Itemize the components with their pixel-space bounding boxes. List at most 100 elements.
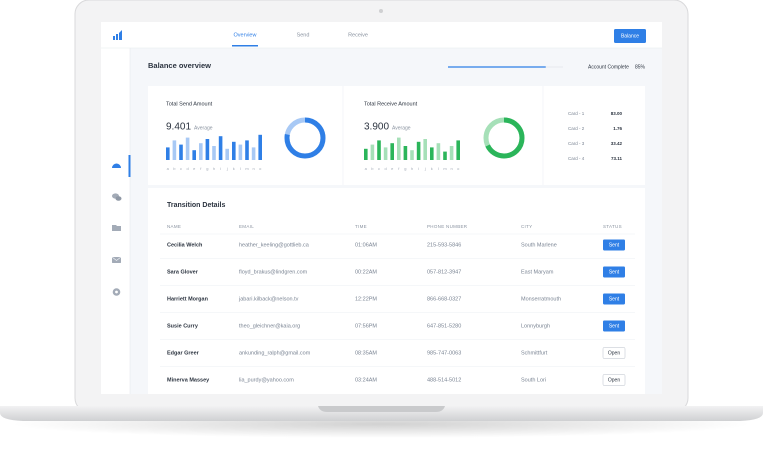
table-cell: 866-668-0327 bbox=[427, 296, 461, 302]
bar bbox=[416, 141, 421, 160]
bar bbox=[397, 137, 401, 160]
bar bbox=[436, 143, 441, 160]
bar-label: g bbox=[404, 166, 406, 171]
status-label[interactable]: Sent bbox=[609, 296, 620, 302]
bar-label: h bbox=[411, 166, 413, 171]
status-label[interactable]: Sent bbox=[609, 242, 620, 248]
column-header: EMAIL bbox=[239, 224, 254, 229]
status-label[interactable]: Sent bbox=[609, 269, 620, 275]
table-cell: 215-593-5846 bbox=[427, 242, 461, 248]
bar-label: j bbox=[424, 166, 426, 171]
bar-label: i bbox=[418, 166, 419, 171]
bar-label: a bbox=[167, 166, 170, 171]
status-label[interactable]: Open bbox=[608, 350, 620, 356]
table-cell: 00:22AM bbox=[355, 269, 377, 275]
sidebar-icon[interactable] bbox=[112, 225, 121, 231]
bar bbox=[410, 150, 414, 160]
bar-label: n bbox=[252, 166, 254, 171]
bar-label: b bbox=[371, 166, 374, 171]
bar-label: d bbox=[384, 166, 386, 171]
status-label[interactable]: Open bbox=[608, 377, 620, 383]
nav-item[interactable]: Send bbox=[297, 32, 310, 38]
status-button[interactable] bbox=[602, 347, 626, 359]
column-header: PHONE NUMBER bbox=[427, 224, 468, 229]
table-cell: 647-851-5280 bbox=[427, 323, 461, 329]
bar bbox=[456, 140, 460, 160]
status-label[interactable]: Sent bbox=[609, 323, 620, 329]
table-cell: 985-747-0063 bbox=[427, 350, 461, 356]
table-cell: Minerva Massey bbox=[167, 377, 210, 383]
card-label: Card - 3 bbox=[568, 141, 585, 146]
bar bbox=[251, 147, 256, 160]
sidebar-icon[interactable] bbox=[112, 193, 122, 201]
table-cell: 08:35AM bbox=[355, 350, 377, 356]
page-title: Balance overview bbox=[148, 61, 211, 70]
stat-amount: 3.900 bbox=[364, 122, 389, 133]
bar-label: f bbox=[200, 166, 202, 171]
sidebar-icon[interactable] bbox=[112, 163, 121, 169]
card-value: 73.11 bbox=[611, 156, 623, 161]
button-label[interactable]: Balance bbox=[621, 33, 639, 39]
bar bbox=[390, 143, 394, 160]
status-button[interactable] bbox=[603, 266, 625, 278]
bar bbox=[166, 147, 170, 160]
bar bbox=[232, 141, 236, 160]
bar-label: o bbox=[259, 166, 262, 171]
bar bbox=[423, 139, 427, 160]
nav-active-underline bbox=[232, 45, 258, 47]
column-header: CITY bbox=[521, 224, 532, 229]
bar bbox=[192, 150, 196, 160]
status-button[interactable] bbox=[603, 293, 625, 305]
bar bbox=[364, 148, 368, 160]
bar bbox=[245, 140, 249, 160]
donut-value bbox=[483, 117, 525, 159]
stats-card bbox=[148, 86, 645, 185]
bar-label: o bbox=[457, 166, 460, 171]
bar-label: b bbox=[173, 166, 176, 171]
base-notch bbox=[318, 406, 445, 412]
camera bbox=[379, 9, 383, 13]
card-value: 1.76 bbox=[613, 126, 622, 131]
bar-label: j bbox=[226, 166, 228, 171]
bar bbox=[377, 140, 381, 160]
sidebar-icon[interactable] bbox=[111, 256, 122, 263]
table-cell: South Marlene bbox=[521, 242, 557, 248]
bar bbox=[199, 143, 203, 160]
sidebar-icon[interactable] bbox=[112, 288, 121, 296]
table-cell: Sara Glover bbox=[167, 269, 199, 275]
bar-label: k bbox=[233, 166, 235, 171]
status-button[interactable] bbox=[603, 239, 625, 251]
bar-label: e bbox=[391, 166, 394, 171]
bar-label: m bbox=[443, 166, 447, 171]
progress-label: Account Complete bbox=[588, 64, 629, 70]
stat-amount: 9.401 bbox=[166, 122, 191, 133]
status-button[interactable] bbox=[602, 374, 626, 386]
sidebar-active bbox=[128, 155, 131, 177]
card-label: Card - 4 bbox=[568, 156, 585, 161]
balance-button[interactable] bbox=[614, 29, 646, 43]
table-cell: Harriett Morgan bbox=[167, 296, 209, 302]
status-button[interactable] bbox=[603, 320, 625, 332]
bar-label: k bbox=[431, 166, 433, 171]
table-title: Transition Details bbox=[167, 202, 225, 209]
table-cell: 03:24AM bbox=[355, 377, 377, 383]
bar bbox=[370, 144, 375, 160]
table-cell: Edgar Greer bbox=[167, 350, 200, 356]
nav-item[interactable]: Overview bbox=[234, 32, 257, 38]
laptop-base bbox=[0, 406, 763, 421]
table-cell: ankunding_ralph@gmail.com bbox=[239, 350, 311, 356]
stat-title: Total Receive Amount bbox=[364, 101, 418, 107]
card-value: 83.00 bbox=[611, 111, 623, 116]
bar bbox=[179, 144, 183, 160]
bar bbox=[443, 151, 447, 160]
card-value: 33.42 bbox=[611, 141, 623, 146]
nav-item[interactable]: Receive bbox=[348, 32, 368, 38]
bar-label: l bbox=[240, 166, 241, 171]
table-cell: South Lori bbox=[521, 377, 546, 383]
bar bbox=[172, 140, 177, 160]
column-header: STATUS bbox=[603, 224, 622, 229]
table-cell: floyd_brakus@lindgren.com bbox=[239, 269, 308, 275]
bar-label: c bbox=[378, 166, 380, 171]
bar bbox=[185, 137, 190, 160]
bar-label: c bbox=[180, 166, 182, 171]
